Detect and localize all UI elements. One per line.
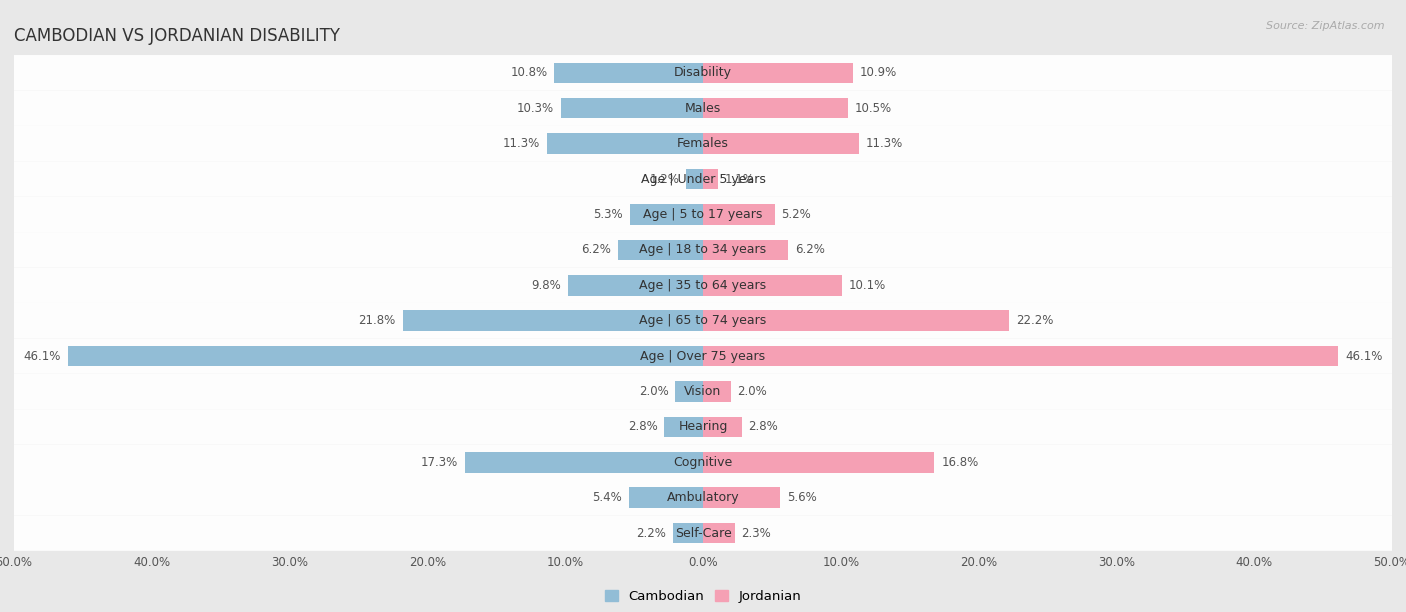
FancyBboxPatch shape: [14, 303, 1392, 338]
Text: Cognitive: Cognitive: [673, 456, 733, 469]
Text: 6.2%: 6.2%: [581, 244, 610, 256]
Legend: Cambodian, Jordanian: Cambodian, Jordanian: [599, 585, 807, 609]
Bar: [402, 310, 703, 331]
Text: 17.3%: 17.3%: [420, 456, 458, 469]
Bar: [665, 417, 703, 437]
Text: 5.3%: 5.3%: [593, 208, 623, 221]
Text: Age | Under 5 years: Age | Under 5 years: [641, 173, 765, 185]
Text: 10.8%: 10.8%: [510, 66, 547, 80]
Text: 5.6%: 5.6%: [787, 491, 817, 504]
Text: 1.2%: 1.2%: [650, 173, 679, 185]
FancyBboxPatch shape: [14, 374, 1392, 409]
Text: 1.1%: 1.1%: [725, 173, 755, 185]
FancyBboxPatch shape: [14, 196, 1392, 232]
FancyBboxPatch shape: [14, 55, 1392, 91]
Bar: [703, 239, 789, 260]
Bar: [568, 275, 703, 296]
Text: Females: Females: [678, 137, 728, 150]
Text: 2.3%: 2.3%: [741, 526, 772, 540]
Text: 5.2%: 5.2%: [782, 208, 811, 221]
FancyBboxPatch shape: [14, 162, 1392, 196]
Text: 2.8%: 2.8%: [748, 420, 778, 433]
FancyBboxPatch shape: [14, 444, 1392, 480]
FancyBboxPatch shape: [14, 338, 1392, 374]
Bar: [703, 275, 842, 296]
Bar: [703, 381, 731, 401]
Bar: [464, 452, 703, 472]
Text: Ambulatory: Ambulatory: [666, 491, 740, 504]
Bar: [617, 239, 703, 260]
FancyBboxPatch shape: [14, 91, 1392, 126]
Bar: [554, 62, 703, 83]
Text: Age | Over 75 years: Age | Over 75 years: [641, 349, 765, 362]
Bar: [703, 417, 741, 437]
Bar: [703, 204, 775, 225]
Bar: [67, 346, 703, 367]
Text: Source: ZipAtlas.com: Source: ZipAtlas.com: [1267, 21, 1385, 31]
Bar: [630, 204, 703, 225]
Text: 11.3%: 11.3%: [503, 137, 540, 150]
Text: 10.3%: 10.3%: [517, 102, 554, 114]
Text: CAMBODIAN VS JORDANIAN DISABILITY: CAMBODIAN VS JORDANIAN DISABILITY: [14, 27, 340, 45]
Text: Age | 35 to 64 years: Age | 35 to 64 years: [640, 278, 766, 292]
Bar: [561, 98, 703, 119]
Bar: [703, 133, 859, 154]
Text: 16.8%: 16.8%: [942, 456, 979, 469]
Bar: [703, 523, 735, 543]
FancyBboxPatch shape: [14, 409, 1392, 444]
Bar: [672, 523, 703, 543]
Text: 46.1%: 46.1%: [24, 349, 60, 362]
Bar: [686, 169, 703, 189]
FancyBboxPatch shape: [14, 232, 1392, 267]
FancyBboxPatch shape: [14, 515, 1392, 551]
Text: 21.8%: 21.8%: [359, 314, 395, 327]
Text: 10.9%: 10.9%: [860, 66, 897, 80]
Text: Males: Males: [685, 102, 721, 114]
Bar: [703, 346, 1339, 367]
Bar: [628, 487, 703, 508]
FancyBboxPatch shape: [14, 480, 1392, 515]
Text: Hearing: Hearing: [678, 420, 728, 433]
Bar: [703, 62, 853, 83]
FancyBboxPatch shape: [14, 267, 1392, 303]
Text: Age | 65 to 74 years: Age | 65 to 74 years: [640, 314, 766, 327]
Text: 10.1%: 10.1%: [849, 278, 886, 292]
Text: 2.2%: 2.2%: [636, 526, 666, 540]
Text: 2.8%: 2.8%: [628, 420, 658, 433]
Bar: [703, 98, 848, 119]
Bar: [547, 133, 703, 154]
Bar: [703, 452, 935, 472]
Text: 9.8%: 9.8%: [531, 278, 561, 292]
Text: 2.0%: 2.0%: [638, 385, 669, 398]
Text: Self-Care: Self-Care: [675, 526, 731, 540]
Bar: [703, 169, 718, 189]
Text: 2.0%: 2.0%: [738, 385, 768, 398]
Text: 22.2%: 22.2%: [1015, 314, 1053, 327]
Text: 6.2%: 6.2%: [796, 244, 825, 256]
Text: Age | 5 to 17 years: Age | 5 to 17 years: [644, 208, 762, 221]
Text: Age | 18 to 34 years: Age | 18 to 34 years: [640, 244, 766, 256]
Text: Vision: Vision: [685, 385, 721, 398]
Text: 10.5%: 10.5%: [855, 102, 891, 114]
Bar: [703, 487, 780, 508]
Bar: [703, 310, 1010, 331]
Bar: [675, 381, 703, 401]
FancyBboxPatch shape: [14, 126, 1392, 162]
Text: 11.3%: 11.3%: [866, 137, 903, 150]
Text: 46.1%: 46.1%: [1346, 349, 1382, 362]
Text: 5.4%: 5.4%: [592, 491, 621, 504]
Text: Disability: Disability: [673, 66, 733, 80]
